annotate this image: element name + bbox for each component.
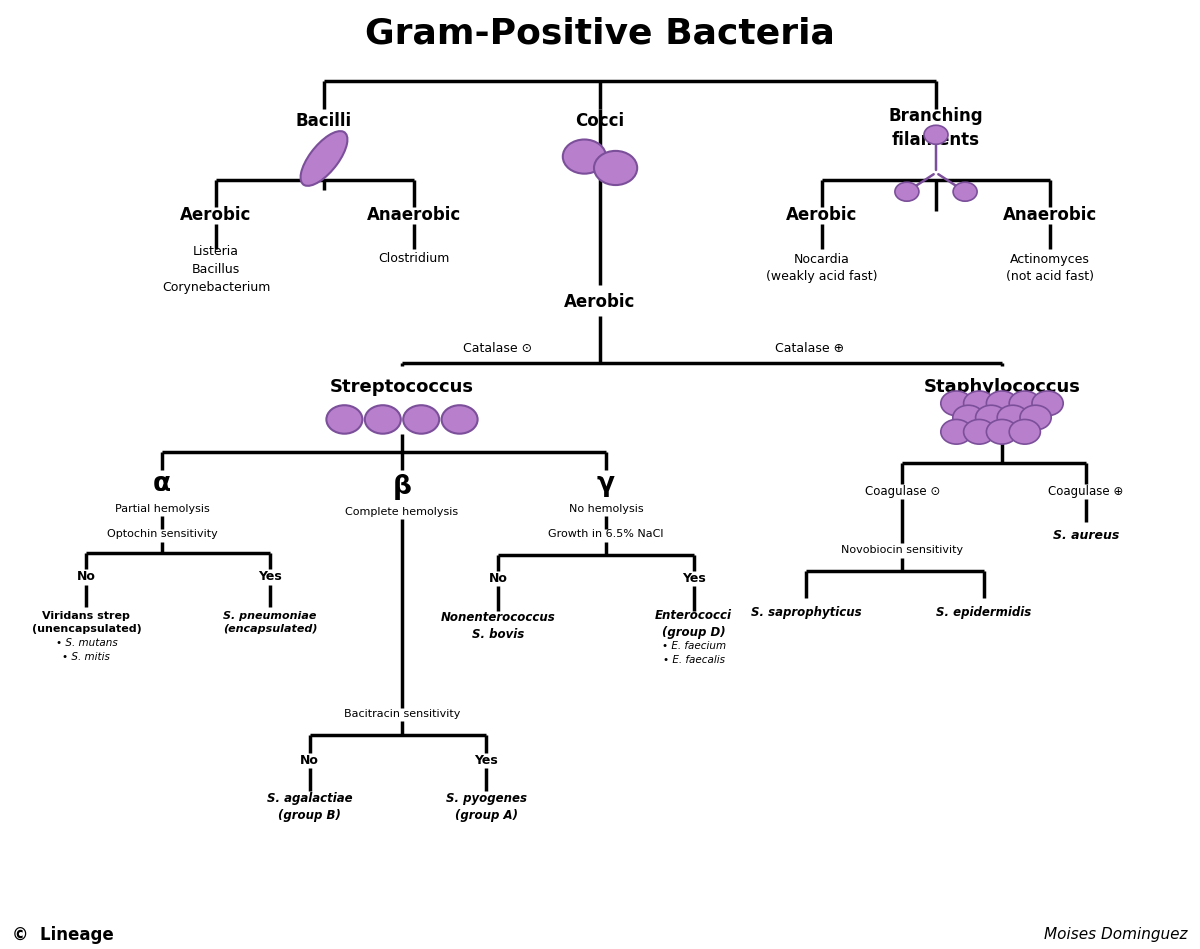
Text: Partial hemolysis: Partial hemolysis (115, 504, 209, 513)
Text: Nonenterococcus
S. bovis: Nonenterococcus S. bovis (440, 611, 556, 642)
Text: α: α (152, 471, 172, 497)
Text: Novobiocin sensitivity: Novobiocin sensitivity (841, 546, 964, 555)
Text: • E. faecium
• E. faecalis: • E. faecium • E. faecalis (661, 642, 726, 664)
Text: Bacilli: Bacilli (296, 113, 352, 130)
Circle shape (1009, 419, 1040, 444)
Text: β: β (392, 474, 412, 500)
Text: Staphylococcus: Staphylococcus (924, 379, 1080, 396)
Text: Yes: Yes (474, 754, 498, 767)
Text: Coagulase ⊙: Coagulase ⊙ (865, 485, 940, 498)
Circle shape (976, 405, 1007, 430)
Text: Gram-Positive Bacteria: Gram-Positive Bacteria (365, 16, 835, 50)
Circle shape (953, 182, 977, 201)
Text: Aerobic: Aerobic (180, 207, 252, 224)
Text: Enterococci
(group D): Enterococci (group D) (655, 609, 732, 640)
Text: Yes: Yes (258, 570, 282, 584)
Circle shape (986, 391, 1018, 416)
Text: Actinomyces
(not acid fast): Actinomyces (not acid fast) (1006, 252, 1094, 283)
Text: Catalase ⊙: Catalase ⊙ (463, 342, 533, 355)
Text: Streptococcus: Streptococcus (330, 379, 474, 396)
Text: Aerobic: Aerobic (564, 293, 636, 310)
Circle shape (403, 405, 439, 434)
Circle shape (924, 125, 948, 144)
Circle shape (442, 405, 478, 434)
Text: S. pneumoniae
(encapsulated): S. pneumoniae (encapsulated) (223, 611, 317, 634)
Text: Anaerobic: Anaerobic (1003, 207, 1097, 224)
Circle shape (986, 419, 1018, 444)
Text: Cocci: Cocci (576, 113, 624, 130)
Text: S. agalactiae
(group B): S. agalactiae (group B) (266, 791, 353, 822)
Text: S. saprophyticus: S. saprophyticus (751, 605, 862, 619)
Text: γ: γ (598, 471, 616, 497)
Text: Coagulase ⊕: Coagulase ⊕ (1049, 485, 1123, 498)
Text: No: No (300, 754, 319, 767)
Circle shape (1009, 391, 1040, 416)
Circle shape (1020, 405, 1051, 430)
Circle shape (964, 391, 995, 416)
Text: Bacitracin sensitivity: Bacitracin sensitivity (344, 709, 460, 718)
Text: Nocardia
(weakly acid fast): Nocardia (weakly acid fast) (767, 252, 877, 283)
Circle shape (997, 405, 1028, 430)
Circle shape (941, 419, 972, 444)
Text: Viridans strep
(unencapsulated): Viridans strep (unencapsulated) (31, 611, 142, 634)
Text: No hemolysis: No hemolysis (569, 504, 643, 513)
Circle shape (941, 391, 972, 416)
Text: Aerobic: Aerobic (786, 207, 858, 224)
Circle shape (326, 405, 362, 434)
Text: Clostridium: Clostridium (378, 251, 450, 265)
Text: Listeria
Bacillus
Corynebacterium: Listeria Bacillus Corynebacterium (162, 245, 270, 294)
Text: Complete hemolysis: Complete hemolysis (346, 507, 458, 516)
Text: S. epidermidis: S. epidermidis (936, 605, 1032, 619)
Text: Growth in 6.5% NaCl: Growth in 6.5% NaCl (548, 530, 664, 539)
Text: Branching: Branching (889, 107, 983, 124)
Text: Catalase ⊕: Catalase ⊕ (775, 342, 845, 355)
Circle shape (1032, 391, 1063, 416)
Circle shape (563, 140, 606, 174)
Text: ©  Lineage: © Lineage (12, 926, 114, 943)
Text: S. pyogenes
(group A): S. pyogenes (group A) (445, 791, 527, 822)
Text: Optochin sensitivity: Optochin sensitivity (107, 530, 217, 539)
Text: filaments: filaments (892, 131, 980, 148)
Text: No: No (488, 572, 508, 586)
Ellipse shape (300, 131, 348, 186)
Circle shape (953, 405, 984, 430)
Text: Moises Dominguez: Moises Dominguez (1044, 927, 1188, 942)
Circle shape (365, 405, 401, 434)
Text: • S. mutans
• S. mitis: • S. mutans • S. mitis (55, 639, 118, 661)
Text: No: No (77, 570, 96, 584)
Circle shape (895, 182, 919, 201)
Text: Anaerobic: Anaerobic (367, 207, 461, 224)
Circle shape (964, 419, 995, 444)
Text: S. aureus: S. aureus (1052, 529, 1120, 542)
Text: Yes: Yes (682, 572, 706, 586)
Circle shape (594, 151, 637, 185)
